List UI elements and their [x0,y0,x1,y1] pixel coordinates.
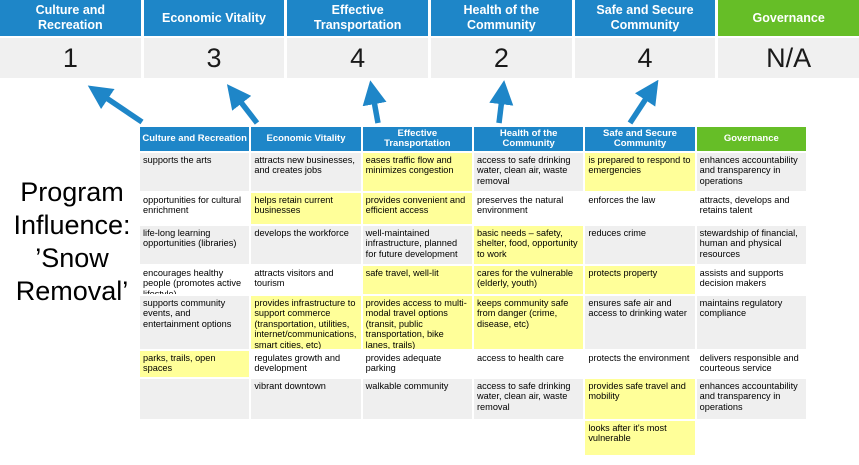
matrix-cell-r7-safe-and-secure-community: provides safe travel and mobility [585,379,695,419]
matrix-cell-r6-governance: delivers responsible and courteous servi… [696,351,806,377]
matrix-cell-r7-economic-vitality: vibrant downtown [251,379,361,419]
matrix-cell-r1-culture-and-recreation: supports the arts [140,153,250,191]
matrix-cell-r1-safe-and-secure-community: is prepared to respond to emergencies [585,153,695,191]
matrix-cell-r3-effective-transportation: well-maintained infrastructure, planned … [362,226,472,264]
matrix-cell-r8-safe-and-secure-community: looks after it's most vulnerable [585,421,695,455]
pillar-score-health-of-the-community: 2 [431,38,572,78]
matrix-header-economic-vitality: Economic Vitality [251,127,361,151]
pillar-header-effective-transportation: Effective Transportation [287,0,428,36]
matrix-cell-r7-effective-transportation: walkable community [362,379,472,419]
matrix-cell-r3-governance: stewardship of financial, human and phys… [696,226,806,264]
matrix-cell-r3-safe-and-secure-community: reduces crime [585,226,695,264]
matrix-cell-r4-economic-vitality: attracts visitors and tourism [251,266,361,294]
matrix-cell-r5-culture-and-recreation: supports community events, and entertain… [140,296,250,349]
program-influence-label: Program Influence: ’Snow Removal’ [13,177,131,306]
matrix-cell-r1-effective-transportation: eases traffic flow and minimizes congest… [362,153,472,191]
up-arrow-icon [627,80,659,125]
matrix-cell-r6-effective-transportation: provides adequate parking [362,351,472,377]
pillar-header-health-of-the-community: Health of the Community [431,0,572,36]
matrix-cell-r3-health-of-the-community: basic needs – safety, shelter, food, opp… [474,226,584,264]
matrix-cell-r8-effective-transportation [362,421,472,455]
matrix-cell-r4-governance: assists and supports decision makers [696,266,806,294]
up-arrow-icon [226,84,260,125]
matrix-cell-r3-culture-and-recreation: life-long learning opportunities (librar… [140,226,250,264]
matrix-cell-r2-economic-vitality: helps retain current businesses [251,193,361,224]
matrix-cell-r8-culture-and-recreation [140,421,250,455]
matrix-header-governance: Governance [696,127,806,151]
matrix-cell-r4-health-of-the-community: cares for the vulnerable (elderly, youth… [474,266,584,294]
matrix-cell-r8-governance [696,421,806,455]
matrix-cell-r6-economic-vitality: regulates growth and development [251,351,361,377]
up-arrow-icon [489,80,514,124]
pillar-header-economic-vitality: Economic Vitality [143,0,285,36]
matrix-cell-r6-health-of-the-community: access to health care [474,351,584,377]
matrix-header-effective-transportation: Effective Transportation [362,127,472,151]
matrix-cell-r2-health-of-the-community: preserves the natural environment [474,193,584,224]
matrix-cell-r8-health-of-the-community [474,421,584,455]
matrix-cell-r8-economic-vitality [251,421,361,455]
matrix-cell-r7-governance: enhances accountability and transparency… [696,379,806,419]
pillar-score-governance: N/A [718,38,859,78]
matrix-cell-r5-health-of-the-community: keeps community safe from danger (crime,… [474,296,584,349]
pillar-score-economic-vitality: 3 [143,38,285,78]
up-arrow-icon [87,85,144,125]
matrix-header-safe-and-secure-community: Safe and Secure Community [585,127,695,151]
pillar-header-culture-and-recreation: Culture and Recreation [0,0,141,36]
matrix-cell-r4-safe-and-secure-community: protects property [585,266,695,294]
matrix-cell-r2-safe-and-secure-community: enforces the law [585,193,695,224]
matrix-cell-r2-governance: attracts, develops and retains talent [696,193,806,224]
pillar-score-effective-transportation: 4 [287,38,428,78]
matrix-cell-r5-economic-vitality: provides infrastructure to support comme… [251,296,361,349]
matrix-cell-r5-safe-and-secure-community: ensures safe air and access to drinking … [585,296,695,349]
matrix-cell-r2-effective-transportation: provides convenient and efficient access [362,193,472,224]
matrix-cell-r6-safe-and-secure-community: protects the environment [585,351,695,377]
matrix-cell-r4-effective-transportation: safe travel, well-lit [362,266,472,294]
pillar-score-table: Culture and Recreation Economic Vitality E… [0,0,859,78]
matrix-cell-r4-culture-and-recreation: encourages healthy people (promotes acti… [140,266,250,294]
matrix-cell-r2-culture-and-recreation: opportunities for cultural enrichment [140,193,250,224]
matrix-cell-r5-effective-transportation: provides access to multi-modal travel op… [362,296,472,349]
influence-matrix: Culture and Recreation Economic Vitality E… [140,127,806,455]
matrix-header-culture-and-recreation: Culture and Recreation [140,127,250,151]
matrix-cell-r1-economic-vitality: attracts new businesses, and creates job… [251,153,361,191]
pillar-score-culture-and-recreation: 1 [0,38,141,78]
matrix-cell-r5-governance: maintains regulatory compliance [696,296,806,349]
arrow-layer [87,80,659,125]
matrix-cell-r7-culture-and-recreation [140,379,250,419]
pillar-score-safe-and-secure-community: 4 [574,38,716,78]
pillar-header-governance: Governance [718,0,859,36]
pillar-header-safe-and-secure-community: Safe and Secure Community [574,0,716,36]
matrix-cell-r1-health-of-the-community: access to safe drinking water, clean air… [474,153,584,191]
matrix-cell-r1-governance: enhances accountability and transparency… [696,153,806,191]
matrix-cell-r6-culture-and-recreation: parks, trails, open spaces [140,351,250,377]
up-arrow-icon [362,80,387,124]
matrix-header-health-of-the-community: Health of the Community [474,127,584,151]
matrix-cell-r7-health-of-the-community: access to safe drinking water, clean air… [474,379,584,419]
matrix-cell-r3-economic-vitality: develops the workforce [251,226,361,264]
